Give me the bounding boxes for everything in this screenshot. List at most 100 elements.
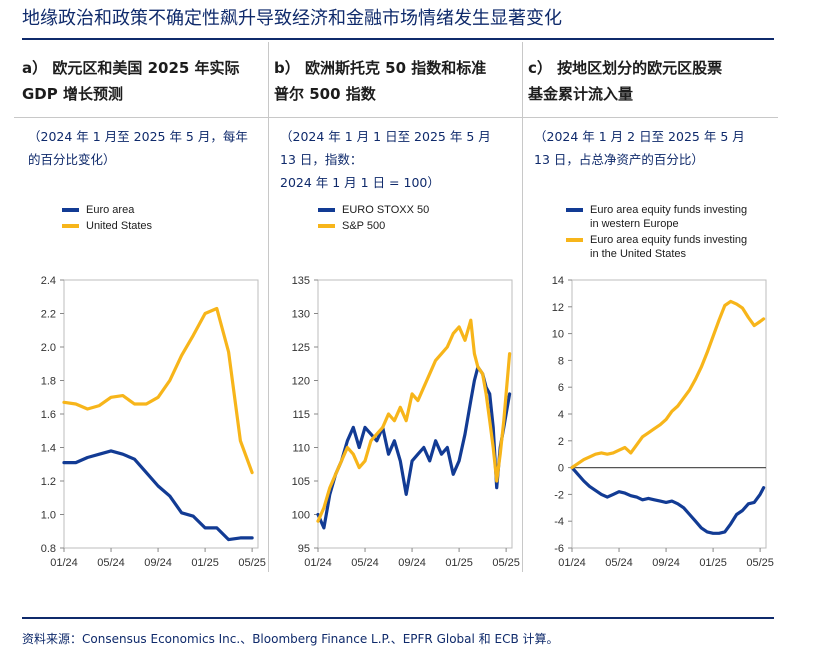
y-tick-label: 12 (552, 302, 564, 314)
panel-b-subtitle-line3: 2024 年 1 月 1 日 = 100） (280, 175, 440, 190)
panel-c-legend: Euro area equity funds investing in west… (566, 203, 766, 263)
panel-a-title-line1: a） 欧元区和美国 2025 年实际 (22, 59, 240, 77)
bottom-rule (22, 617, 774, 619)
column-divider (268, 42, 269, 572)
legend-label: S&P 500 (342, 220, 386, 232)
x-tick-label: 05/25 (238, 557, 266, 569)
panel-b-subtitle-line2: 13 日，指数： (280, 152, 363, 167)
x-tick-label: 01/24 (558, 557, 586, 569)
legend-item-euro-stoxx-50: EURO STOXX 50 (318, 203, 429, 217)
x-tick-label: 01/25 (699, 557, 727, 569)
legend-swatch (318, 224, 335, 228)
y-tick-label: -4 (554, 516, 564, 528)
panel-b-title-line1: b） 欧洲斯托克 50 指数和标准 (274, 59, 487, 77)
panel-a-legend: Euro area United States (62, 203, 152, 235)
panel-c-subtitle-line2: 13 日，占总净资产的百分比） (534, 152, 704, 167)
x-tick-label: 05/24 (97, 557, 125, 569)
y-tick-label: 0.8 (41, 543, 56, 555)
y-tick-label: 1.6 (41, 409, 56, 421)
legend-item-united-states: United States (62, 219, 152, 233)
legend-item-euro-area: Euro area (62, 203, 152, 217)
legend-label: United States (86, 220, 153, 232)
panel-b-title-line2: 普尔 500 指数 (274, 85, 376, 103)
y-tick-label: 130 (292, 309, 310, 321)
legend-label: Euro area equity funds investing in the … (590, 234, 748, 260)
series-line-1 (316, 318, 512, 523)
legend-item-united-states: Euro area equity funds investing in the … (566, 233, 766, 261)
legend-swatch (566, 208, 583, 212)
panel-a-title-line2: GDP 增长预测 (22, 85, 123, 103)
series-line-0 (570, 466, 766, 535)
legend-swatch (62, 224, 79, 228)
y-tick-label: 1.2 (41, 476, 56, 488)
panel-a-subtitle-line2: 的百分比变化） (28, 152, 116, 167)
y-tick-label: -2 (554, 489, 564, 501)
panel-c-title-line2: 基金累计流入量 (528, 85, 634, 103)
y-tick-label: 105 (292, 476, 310, 488)
chart-c: -6 -4 -2 0 2 4 6 8 10 12 14 01/24 05/24 09/24 01/25 05/… (552, 275, 774, 569)
y-tick-label: 2 (558, 436, 564, 448)
series-line-0 (316, 365, 512, 530)
y-tick-label: 115 (292, 409, 310, 421)
series-line-0 (62, 449, 254, 542)
x-tick-label: 05/25 (746, 557, 774, 569)
y-tick-label: -6 (554, 543, 564, 555)
plot-frame (63, 279, 259, 549)
y-tick-label: 110 (292, 443, 310, 455)
panel-c-subtitle-line1: （2024 年 1 月 2 日至 2025 年 5 月 (534, 129, 745, 144)
y-tick-label: 2.2 (41, 309, 56, 321)
legend-label: EURO STOXX 50 (342, 204, 430, 216)
x-tick-label: 01/25 (445, 557, 473, 569)
panel-b-title: b） 欧洲斯托克 50 指数和标准 普尔 500 指数 (274, 55, 514, 107)
x-tick-label: 05/24 (605, 557, 633, 569)
series-line-1 (62, 306, 254, 475)
legend-item-western-europe: Euro area equity funds investing in west… (566, 203, 766, 231)
x-tick-label: 01/24 (304, 557, 332, 569)
legend-swatch (62, 208, 79, 212)
y-tick-label: 100 (292, 510, 310, 522)
panel-c-title-line1: c） 按地区划分的欧元区股票 (528, 59, 723, 77)
y-tick-label: 0 (558, 463, 564, 475)
y-tick-label: 135 (292, 275, 310, 287)
page-title: 地缘政治和政策不确定性飙升导致经济和金融市场情绪发生显著变化 (22, 8, 562, 29)
y-tick-label: 95 (298, 543, 310, 555)
panel-c-title: c） 按地区划分的欧元区股票 基金累计流入量 (528, 55, 768, 107)
legend-swatch (566, 238, 583, 242)
top-rule (22, 38, 774, 40)
column-divider (522, 42, 523, 572)
series-line-1 (570, 299, 766, 470)
panel-a-title: a） 欧元区和美国 2025 年实际 GDP 增长预测 (22, 55, 262, 107)
y-tick-label: 8 (558, 355, 564, 367)
y-tick-label: 1.4 (41, 443, 56, 455)
panel-b-legend: EURO STOXX 50 S&P 500 (318, 203, 429, 235)
source-note: 资料来源：Consensus Economics Inc.、Bloomberg … (22, 632, 559, 646)
chart-b: 95 100 105 110 115 120 125 130 135 01/24 05/24 09/2… (292, 275, 520, 569)
y-tick-label: 2.4 (41, 275, 56, 287)
x-tick-label: 09/24 (652, 557, 680, 569)
legend-item-sp-500: S&P 500 (318, 219, 429, 233)
y-tick-label: 120 (292, 376, 310, 388)
legend-label: Euro area (86, 204, 135, 216)
y-tick-label: 4 (558, 409, 564, 421)
y-tick-label: 125 (292, 342, 310, 354)
x-tick-label: 05/25 (492, 557, 520, 569)
panel-b-subtitle: （2024 年 1 月 1 日至 2025 年 5 月 13 日，指数： 202… (280, 125, 515, 194)
y-tick-label: 1.8 (41, 376, 56, 388)
x-tick-label: 01/24 (50, 557, 78, 569)
panel-a-subtitle-line1: （2024 年 1 月至 2025 年 5 月，每年 (28, 129, 248, 144)
x-tick-label: 09/24 (398, 557, 426, 569)
x-tick-label: 09/24 (144, 557, 172, 569)
y-tick-label: 1.0 (41, 510, 56, 522)
y-tick-label: 14 (552, 275, 564, 287)
plot-frame (317, 279, 513, 549)
header-divider (14, 117, 778, 118)
panel-c-subtitle: （2024 年 1 月 2 日至 2025 年 5 月 13 日，占总净资产的百… (534, 125, 769, 171)
panel-b-subtitle-line1: （2024 年 1 月 1 日至 2025 年 5 月 (280, 129, 491, 144)
y-tick-label: 10 (552, 329, 564, 341)
legend-swatch (318, 208, 335, 212)
chart-a: 0.8 1.0 1.2 1.4 1.6 1.8 2.0 2.2 2.4 01/24 05/24 09/… (41, 275, 266, 569)
y-tick-label: 6 (558, 382, 564, 394)
panel-a-subtitle: （2024 年 1 月至 2025 年 5 月，每年 的百分比变化） (28, 125, 263, 171)
x-tick-label: 01/25 (191, 557, 219, 569)
y-tick-label: 2.0 (41, 342, 56, 354)
